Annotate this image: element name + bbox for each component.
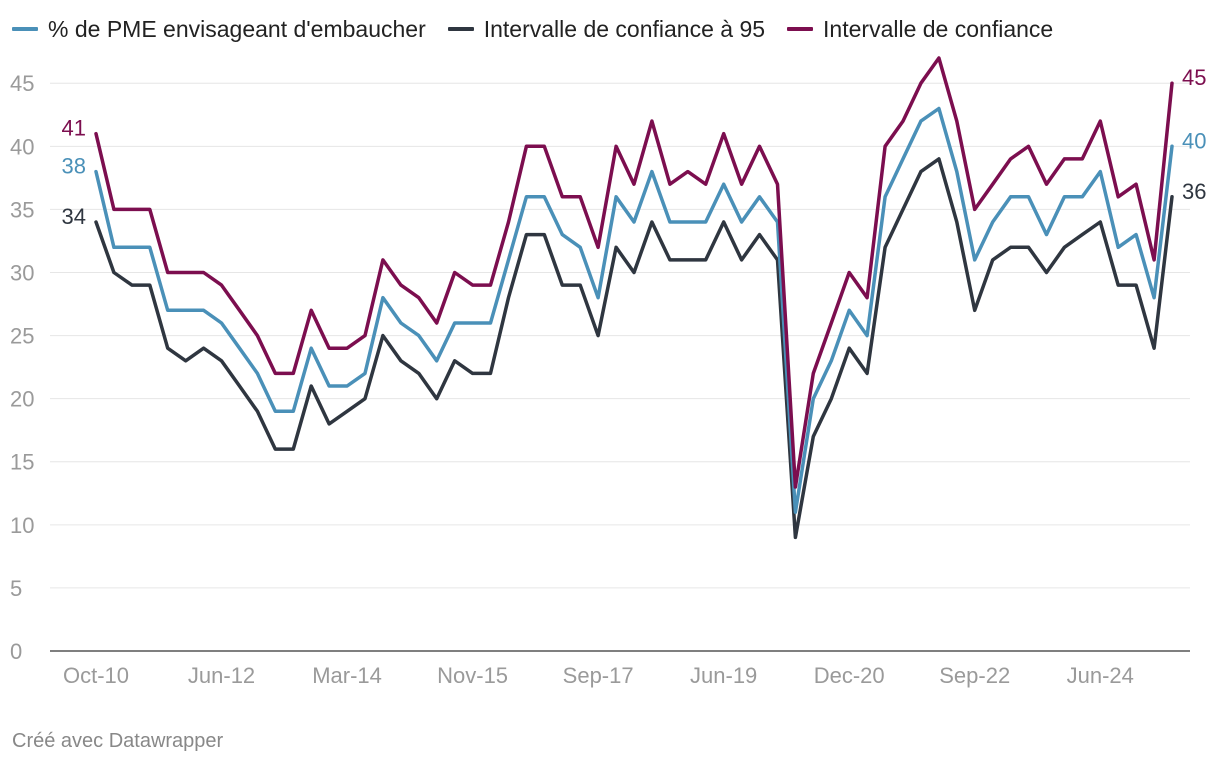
x-tick-label-jun-12: Jun-12: [188, 663, 255, 688]
end-labels: 34 36 38 40 41 45: [62, 65, 1207, 229]
legend-label-ci: Intervalle de confiance: [823, 15, 1054, 42]
y-tick-label-35: 35: [10, 197, 34, 222]
legend-item-ci-95: Intervalle de confiance à 95: [447, 15, 766, 43]
y-tick-label-30: 30: [10, 260, 34, 285]
y-tick-label-10: 10: [10, 513, 34, 538]
x-tick-label-nov-15: Nov-15: [437, 663, 508, 688]
x-tick-label-oct-10: Oct-10: [63, 663, 129, 688]
x-tick-label-sep-22: Sep-22: [939, 663, 1010, 688]
legend-item-share-hiring: % de PME envisageant d'embaucher: [12, 16, 426, 43]
y-tick-label-45: 45: [10, 71, 34, 96]
start-label-ci: 41: [62, 116, 86, 141]
series-line-share-hiring: [94, 106, 1174, 514]
legend-item-ci: Intervalle de confiance: [787, 16, 1053, 43]
legend-label-share-hiring: % de PME envisageant d'embaucher: [48, 15, 426, 42]
legend-swatch-ci: [787, 27, 814, 31]
series-line-ci-95: [94, 157, 1174, 540]
series-line-ci: [94, 56, 1174, 489]
series-lines: [94, 56, 1174, 540]
x-tick-label-sep-17: Sep-17: [563, 663, 634, 688]
end-label-ci-95: 36: [1182, 179, 1206, 204]
x-tick-label-jun-19: Jun-19: [690, 663, 757, 688]
gridlines: [50, 82, 1190, 652]
start-label-share-hiring: 38: [62, 154, 86, 179]
y-tick-label-25: 25: [10, 324, 34, 349]
legend-swatch-share-hiring: [12, 27, 38, 31]
x-tick-label-mar-14: Mar-14: [312, 663, 382, 688]
y-tick-label-0: 0: [10, 639, 22, 664]
footer-credit: Créé avec Datawrapper: [12, 730, 224, 752]
x-tick-label-jun-24: Jun-24: [1067, 663, 1134, 688]
start-label-ci-95: 34: [62, 204, 86, 229]
chart-legend: % de PME envisageant d'embaucher Interva…: [12, 14, 1075, 44]
y-tick-label-15: 15: [10, 450, 34, 475]
legend-label-ci-95: Intervalle de confiance à 95: [483, 15, 766, 42]
y-tick-label-20: 20: [10, 387, 34, 412]
y-tick-label-40: 40: [10, 134, 34, 159]
y-tick-label-5: 5: [10, 576, 22, 601]
end-label-share-hiring: 40: [1182, 128, 1206, 153]
axis-labels: 0 5 10 15 20 25 30 35 40 45 Oct-10 Jun-12 Mar-14 Nov-…: [10, 71, 1134, 688]
legend-swatch-ci-95: [447, 27, 474, 31]
x-tick-label-dec-20: Dec-20: [814, 663, 885, 688]
end-label-ci: 45: [1182, 65, 1206, 90]
